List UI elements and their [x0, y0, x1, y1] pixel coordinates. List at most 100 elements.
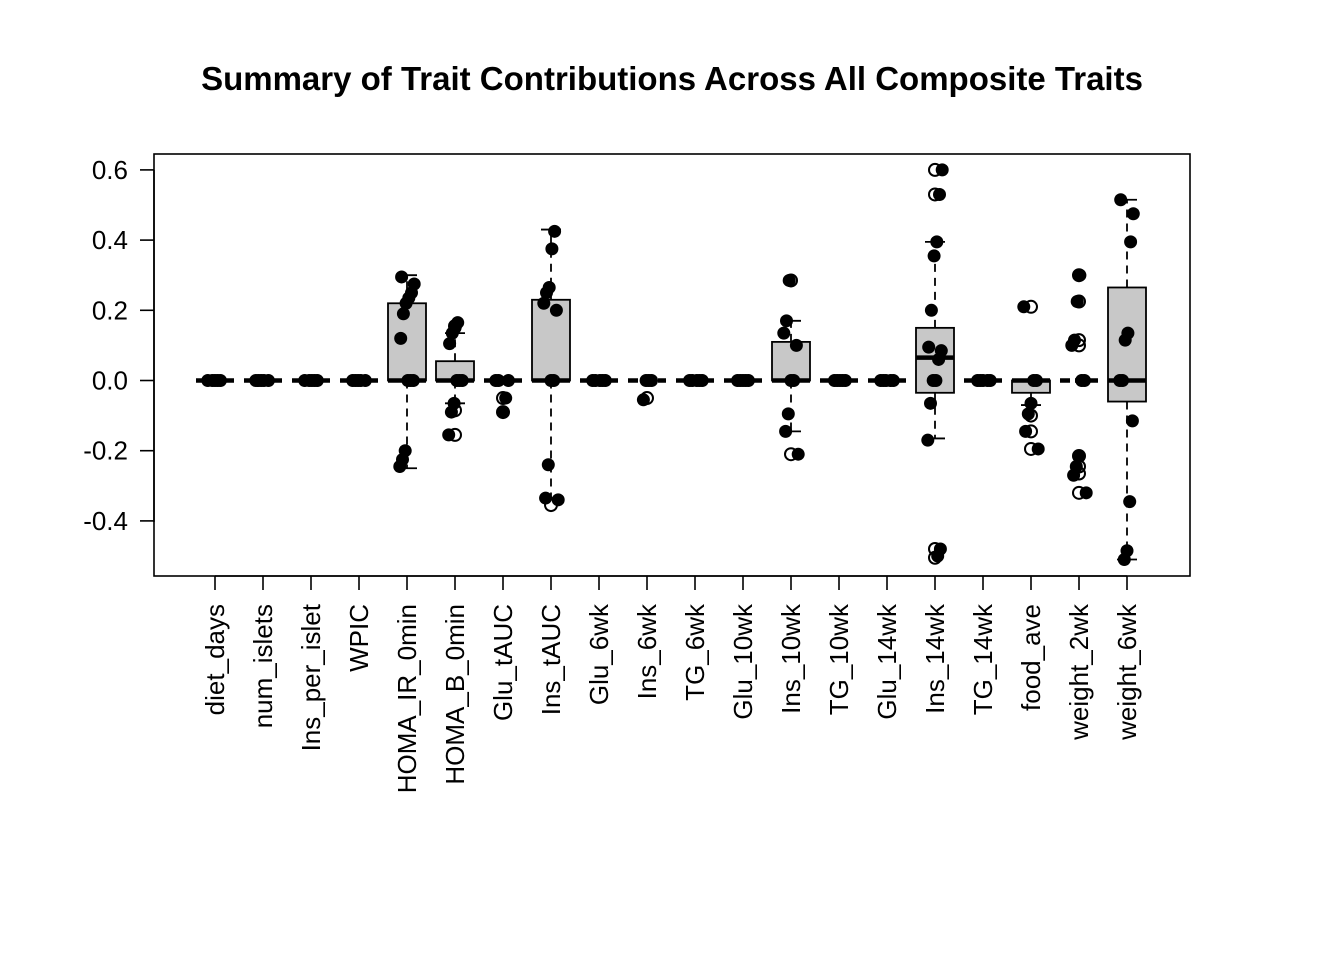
data-point [396, 307, 410, 321]
x-tick-label: HOMA_B_0min [440, 604, 470, 785]
data-point [1065, 338, 1079, 352]
data-point [499, 391, 513, 405]
data-point [779, 424, 793, 438]
box-group-Ins_14wk [915, 162, 955, 565]
data-point [924, 303, 938, 317]
data-point [1031, 442, 1045, 456]
data-point [781, 407, 795, 421]
x-axis-ticks: diet_days num_islets Ins_per_islet WPIC HOMA… [200, 576, 1142, 793]
data-point [346, 374, 360, 387]
y-tick-label: 0.2 [92, 295, 128, 325]
data-point [443, 337, 457, 351]
data-point [450, 374, 464, 387]
data-point [731, 374, 745, 387]
data-point [541, 458, 555, 472]
data-point [544, 374, 558, 387]
plot-frame [153, 153, 1191, 577]
y-axis-ticks: -0.4 -0.2 0.0 0.2 0.4 0.6 [83, 155, 154, 536]
data-point [690, 374, 704, 387]
data-point [539, 491, 553, 505]
data-point [540, 286, 553, 300]
y-tick-label: 0.0 [92, 366, 128, 396]
data-point [1021, 407, 1035, 421]
box-group-TG_10wk [820, 374, 858, 387]
data-point [551, 493, 565, 507]
box-group-Ins_per_islet [292, 374, 330, 387]
data-point [932, 352, 946, 366]
data-point [1079, 486, 1093, 500]
box-group-WPIC [340, 374, 378, 387]
data-point [981, 374, 994, 387]
data-point [545, 242, 559, 256]
x-tick-label: TG_10wk [824, 603, 854, 715]
data-point [445, 326, 459, 340]
data-point [921, 433, 935, 447]
data-point [501, 374, 515, 387]
data-point [784, 374, 798, 387]
data-point [393, 459, 407, 473]
x-tick-label: Ins_10wk [776, 603, 806, 714]
y-tick-label: -0.2 [83, 436, 128, 466]
x-tick-label: num_islets [248, 604, 278, 728]
data-point [935, 163, 949, 177]
data-point [394, 331, 408, 345]
box-group-food_ave [1011, 299, 1051, 456]
boxplot-series [196, 162, 1147, 567]
data-point [828, 374, 841, 387]
data-point [1072, 449, 1086, 463]
data-point [399, 296, 413, 310]
box-group-HOMA_IR_0min [387, 270, 427, 473]
data-point [302, 374, 316, 387]
x-tick-label: Glu_6wk [584, 603, 614, 705]
data-point [395, 270, 409, 284]
y-tick-label: -0.4 [83, 506, 128, 536]
data-point [442, 428, 456, 442]
x-tick-label: HOMA_IR_0min [392, 604, 422, 793]
data-point [1024, 396, 1038, 410]
data-point [1124, 235, 1138, 249]
data-point [1019, 424, 1033, 438]
x-tick-label: food_ave [1016, 604, 1046, 711]
box-group-Glu_10wk [724, 374, 762, 387]
data-point [1114, 193, 1128, 207]
box-group-Glu_6wk [580, 374, 618, 387]
chart-title: Summary of Trait Contributions Across Al… [201, 60, 1143, 97]
data-point [926, 374, 940, 387]
y-tick-label: 0.6 [92, 155, 128, 185]
x-tick-label: Ins_6wk [632, 603, 662, 699]
data-point [931, 549, 945, 563]
data-point [791, 447, 805, 461]
data-point [537, 296, 551, 310]
box-group-Glu_14wk [868, 374, 906, 387]
data-point [1075, 374, 1089, 387]
data-point [489, 374, 503, 387]
box-group-Ins_tAUC [531, 224, 571, 513]
data-point [1073, 268, 1087, 282]
x-tick-label: TG_6wk [680, 603, 710, 701]
data-point [1067, 468, 1081, 482]
box-group-TG_14wk [964, 374, 1002, 387]
data-point [636, 393, 650, 407]
x-tick-label: Glu_10wk [728, 603, 758, 720]
x-tick-label: Ins_14wk [920, 603, 950, 714]
y-tick-label: 0.4 [92, 225, 128, 255]
data-point [1123, 495, 1137, 509]
box-group-TG_6wk [676, 374, 714, 387]
data-point [1070, 295, 1084, 309]
data-point [930, 235, 944, 249]
box-group-Ins_10wk [771, 273, 811, 462]
data-point [874, 374, 888, 387]
data-point [444, 405, 458, 419]
box-group-HOMA_B_0min [435, 316, 475, 442]
data-point [789, 338, 803, 352]
data-point [261, 374, 275, 387]
data-point [1126, 207, 1140, 221]
x-tick-label: weight_2wk [1064, 603, 1094, 741]
data-point [777, 326, 791, 340]
box-group-weight_2wk [1060, 268, 1098, 500]
box-group-Ins_6wk [628, 374, 666, 407]
box-group-Glu_tAUC [484, 374, 522, 420]
box-group-weight_6wk [1107, 193, 1147, 567]
x-tick-label: Glu_tAUC [488, 604, 518, 721]
x-tick-label: TG_14wk [968, 603, 998, 715]
